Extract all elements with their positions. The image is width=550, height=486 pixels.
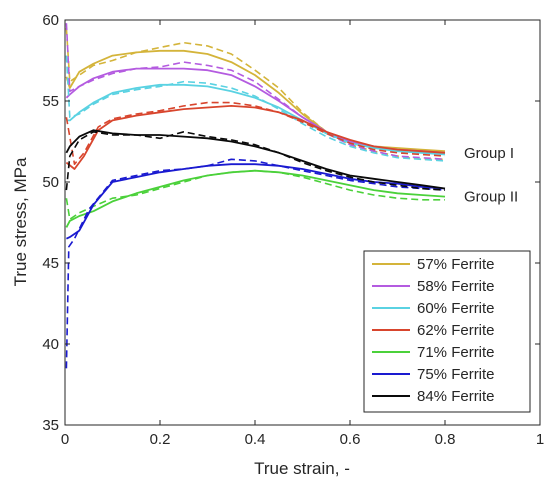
series-line-60-ferrite [66,83,446,156]
x-tick-label: 0.4 [245,431,266,448]
ticks-layer: 0 0.2 0.4 0.6 0.8 1 35 40 45 50 55 60 [42,12,544,448]
y-tick-label: 45 [42,255,59,272]
x-tick-label: 0.8 [435,431,456,448]
legend-label: 62% Ferrite [417,322,495,339]
plot-frame [64,19,541,426]
legend-items: 57% Ferrite 58% Ferrite 60% Ferrite 62% Fer… [372,256,495,405]
y-tick-label: 35 [42,417,59,434]
legend-label: 71% Ferrite [417,344,495,361]
y-axis-label: True stress, MPa [11,157,30,286]
legend-label: 60% Ferrite [417,300,495,317]
y-tick-label: 55 [42,93,59,110]
series-dashed-75-ferrite [65,158,446,369]
y-tick-label: 50 [42,174,59,191]
annotation-label: Group II [464,189,518,206]
series-layer [65,23,446,369]
x-tick-label: 0.6 [340,431,361,448]
x-tick-label: 0.2 [150,431,171,448]
legend-label: 84% Ferrite [417,388,495,405]
annotation-label: Group I [464,145,514,162]
series-dashed-84-ferrite [65,131,446,191]
y-tick-label: 60 [42,12,59,29]
x-tick-label: 0 [61,431,69,448]
y-tick-label: 40 [42,336,59,353]
series-dashed-60-ferrite [65,55,446,162]
x-axis-label: True strain, - [254,459,350,478]
legend: 57% Ferrite 58% Ferrite 60% Ferrite 62% Fer… [363,250,531,413]
series-dashed-62-ferrite [65,101,446,165]
series-line-84-ferrite [65,129,446,190]
annotation-layer: Group I Group II [464,145,518,206]
legend-box [363,250,531,413]
legend-label: 75% Ferrite [417,366,495,383]
series-dashed-58-ferrite [65,23,446,161]
legend-label: 57% Ferrite [417,256,495,273]
legend-label: 58% Ferrite [417,278,495,295]
x-tick-label: 1 [536,431,544,448]
